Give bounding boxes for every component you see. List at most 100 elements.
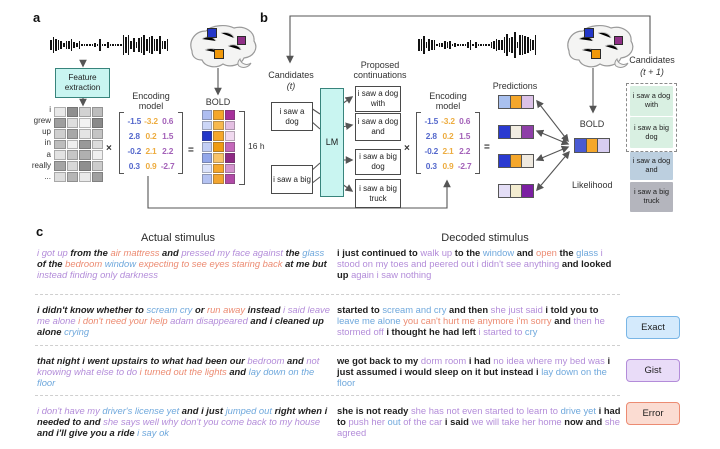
waveform-bar (490, 42, 493, 48)
matrix-value: 0.9 (145, 160, 157, 171)
next-candidate-box-3: i saw a dog and (630, 152, 673, 180)
brain-region-orange-icon (591, 49, 601, 59)
text-segment: right when i needed to and (37, 405, 328, 427)
next-candidates-sub-label: (t + 1) (640, 67, 664, 77)
text-segment: and then (446, 304, 489, 315)
strip-cell (509, 155, 522, 167)
text-segment: window (480, 247, 515, 258)
text-segment: glass (299, 247, 325, 258)
text-segment: she has not even started to learn to (408, 405, 558, 416)
matrix-cell (213, 110, 224, 120)
waveform-bar (148, 36, 151, 54)
matrix-cell (202, 174, 213, 184)
next-candidate-box-2: i saw a big dog (630, 117, 673, 148)
matrix-cell (224, 120, 235, 131)
text-segment: she is not ready (337, 405, 409, 416)
next-candidate-box-1: i saw a dog with (630, 86, 673, 116)
continuation-box-4: i saw a big truck (355, 179, 401, 208)
waveform-bar (135, 41, 138, 49)
text-segment: or (192, 304, 205, 315)
text-segment: and i'll give you a ride (37, 427, 135, 438)
prediction-strip-4 (498, 184, 534, 198)
waveform-bar (166, 39, 169, 51)
matrix-value: 0.3 (128, 160, 140, 171)
text-segment: walk up (417, 247, 453, 258)
text-segment: i started to (475, 326, 523, 337)
actual-stimulus-header: Actual stimulus (141, 232, 215, 244)
matrix-cell (54, 161, 66, 172)
text-segment: again i saw nothing (348, 269, 432, 280)
waveform-bar (493, 40, 495, 50)
waveform-bar (519, 34, 521, 56)
waveform-bar (475, 42, 477, 48)
matrix-cell (66, 161, 78, 172)
matrix-value: 0.2 (145, 130, 157, 141)
multiply-sign-a: × (106, 143, 112, 154)
waveform-bar (75, 43, 78, 47)
text-segment: the (282, 247, 300, 258)
audio-waveform-a (50, 31, 172, 59)
decoded-stimulus-header: Decoded stimulus (441, 232, 529, 244)
decoded-stimulus-text: she is not ready she has not even starte… (337, 405, 623, 438)
text-segment: then he stormed off (337, 315, 605, 337)
encoding-matrix-a: -1.5 -3.2 0.6 2.8 0.2 1.5 -0.2 2.1 2.2 0.3 0.9 -2.7 (119, 112, 183, 174)
next-candidate-box-4: i saw a big truck (630, 182, 673, 212)
stimulus-word: ... (44, 171, 51, 181)
matrix-value: -0.2 (424, 145, 439, 156)
matrix-cell (213, 163, 224, 174)
waveform-bar (425, 41, 428, 49)
likelihood-label: Likelihood (572, 180, 613, 190)
encoding-matrix-values-b: -1.5 -3.2 0.6 2.8 0.2 1.5 -0.2 2.1 2.2 0.3 0.9 -2.7 (423, 113, 473, 173)
prediction-strip-1 (498, 95, 534, 109)
text-segment: we will take her home (468, 416, 562, 427)
text-segment: scream and cry (379, 304, 447, 315)
matrix-cell (224, 110, 235, 120)
text-segment: i just assumed i would sleep on it but i… (337, 355, 611, 377)
matrix-value: -1.5 (424, 115, 439, 126)
strip-cell (521, 126, 534, 138)
feature-extraction-box: Feature extraction (55, 68, 110, 98)
matrix-value: -1.5 (127, 115, 142, 126)
waveform-bar (513, 32, 516, 58)
waveform-bar (138, 37, 140, 53)
text-segment: bedroom (62, 258, 103, 269)
text-segment: out (384, 416, 401, 427)
text-segment: i had (466, 355, 491, 366)
matrix-value: 1.5 (459, 130, 471, 141)
text-segment: jumped out (222, 405, 272, 416)
text-segment: now and (561, 416, 603, 427)
matrix-cell (79, 172, 91, 182)
matrix-cell (213, 120, 224, 131)
waveform-bar (438, 42, 441, 48)
matrix-cell (79, 117, 91, 128)
continuation-box-1: i saw a dog with (355, 86, 401, 112)
text-segment: she agreed (337, 416, 620, 438)
stimulus-word: grew (33, 116, 51, 126)
waveform-bar (101, 43, 104, 47)
text-segment: instead (245, 304, 281, 315)
waveform-bar (418, 39, 420, 51)
encoding-matrix-values-a: -1.5 -3.2 0.6 2.8 0.2 1.5 -0.2 2.1 2.2 0.3 0.9 -2.7 (126, 113, 176, 173)
text-segment: scream cry (143, 304, 193, 315)
audio-waveform-b (418, 31, 546, 59)
matrix-cell (213, 152, 224, 163)
matrix-cell (202, 131, 213, 142)
matrix-value: 1.5 (162, 130, 174, 141)
text-segment: i thought he had left (383, 326, 476, 337)
matrix-value: 2.8 (128, 130, 140, 141)
duration-label: 16 h (248, 141, 265, 151)
text-segment: adam disappeared (167, 315, 248, 326)
matrix-value: -0.2 (127, 145, 142, 156)
stimulus-word: a (46, 149, 51, 159)
legend-gist: Gist (626, 359, 680, 382)
bold-label-b: BOLD (579, 119, 605, 129)
continuation-box-2: i saw a dog and (355, 113, 401, 141)
text-segment: pressed my face against (178, 247, 283, 258)
waveform-bar (521, 35, 524, 55)
text-segment: and (226, 366, 246, 377)
waveform-bar (86, 43, 88, 47)
equals-sign-b: = (484, 142, 490, 153)
waveform-bar (456, 43, 459, 47)
waveform-bar (511, 37, 513, 53)
waveform-bar (454, 43, 456, 47)
